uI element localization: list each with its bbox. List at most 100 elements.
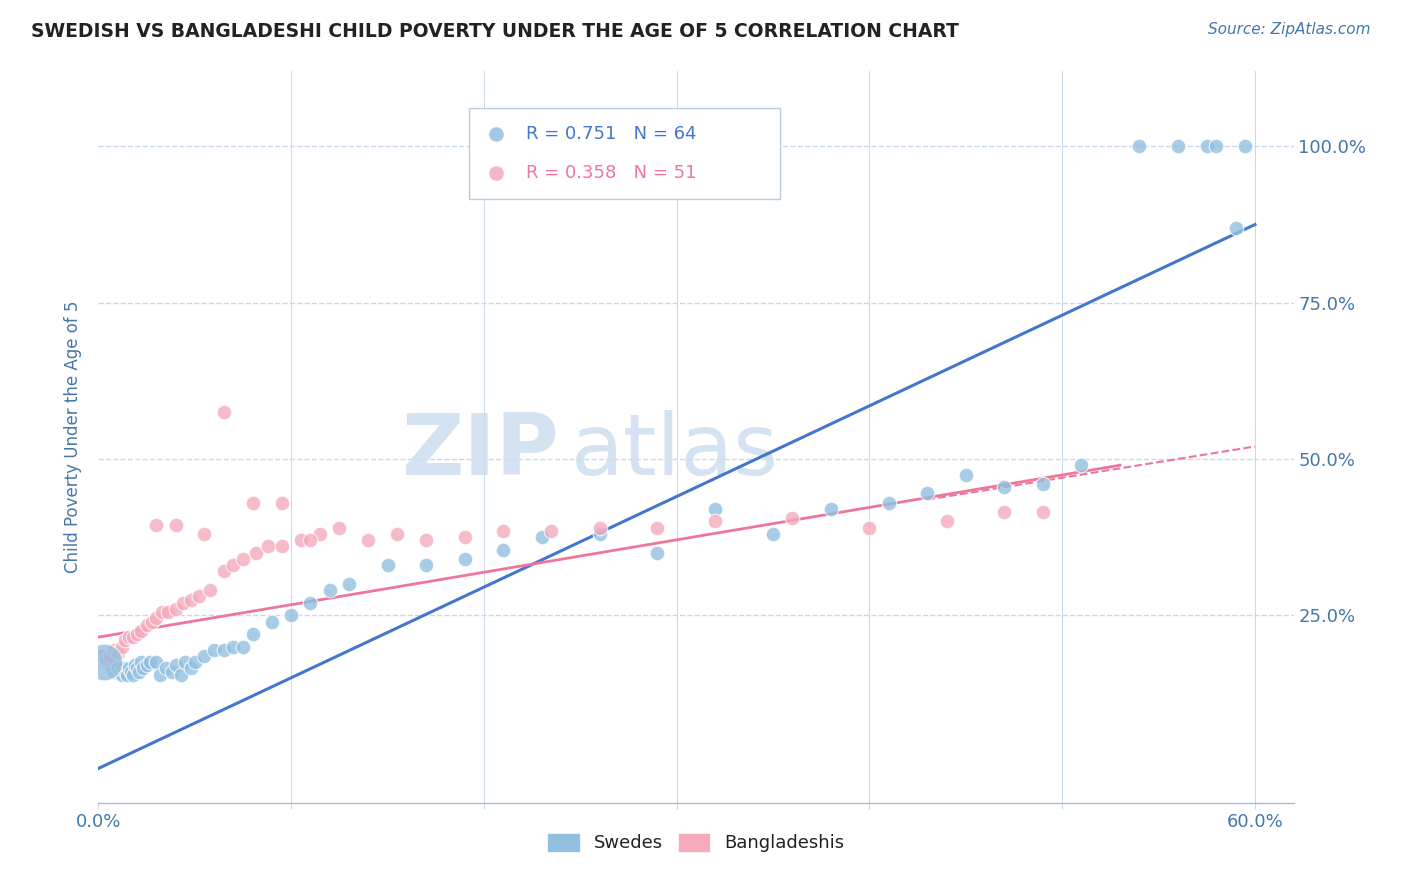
Text: Source: ZipAtlas.com: Source: ZipAtlas.com — [1208, 22, 1371, 37]
Point — [165, 517, 187, 532]
Point — [103, 665, 125, 679]
Point — [260, 615, 283, 629]
Point — [180, 592, 202, 607]
Point — [122, 667, 145, 681]
Point — [104, 658, 127, 673]
Point — [647, 546, 669, 560]
Point — [1234, 139, 1257, 153]
Point — [125, 661, 148, 675]
Point — [309, 527, 332, 541]
Point — [145, 517, 167, 532]
Point — [91, 648, 114, 663]
Text: R = 0.358   N = 51: R = 0.358 N = 51 — [526, 164, 697, 182]
Point — [647, 521, 669, 535]
Point — [270, 540, 292, 554]
Point — [107, 646, 129, 660]
Point — [245, 546, 267, 560]
Point — [299, 596, 322, 610]
Point — [730, 226, 752, 240]
Legend: Swedes, Bangladeshis: Swedes, Bangladeshis — [540, 826, 852, 860]
Point — [762, 527, 785, 541]
Point — [492, 524, 515, 538]
Point — [160, 665, 183, 679]
Point — [128, 665, 150, 679]
Point — [257, 540, 280, 554]
Point — [270, 496, 292, 510]
Point — [108, 665, 131, 679]
Point — [110, 640, 132, 654]
Y-axis label: Child Poverty Under the Age of 5: Child Poverty Under the Age of 5 — [65, 301, 83, 574]
Point — [103, 642, 125, 657]
Point — [1205, 139, 1227, 153]
Point — [129, 624, 152, 638]
Point — [187, 590, 209, 604]
Point — [149, 667, 172, 681]
Point — [299, 533, 322, 548]
Point — [91, 648, 114, 663]
Point — [453, 552, 475, 566]
Point — [415, 558, 437, 573]
Point — [1225, 220, 1247, 235]
Point — [222, 640, 245, 654]
Point — [180, 661, 202, 675]
Point — [114, 665, 136, 679]
Point — [1070, 458, 1092, 473]
Point — [212, 565, 235, 579]
Point — [94, 652, 117, 666]
Point — [453, 530, 475, 544]
Point — [193, 648, 215, 663]
Text: SWEDISH VS BANGLADESHI CHILD POVERTY UNDER THE AGE OF 5 CORRELATION CHART: SWEDISH VS BANGLADESHI CHILD POVERTY UND… — [31, 22, 959, 41]
Point — [118, 630, 141, 644]
Point — [415, 533, 437, 548]
Point — [212, 405, 235, 419]
Point — [98, 648, 121, 663]
Point — [184, 655, 207, 669]
Text: ZIP: ZIP — [401, 410, 558, 493]
Point — [94, 655, 117, 669]
Point — [377, 558, 399, 573]
Point — [117, 667, 139, 681]
Point — [917, 486, 939, 500]
Point — [98, 658, 121, 673]
Point — [132, 661, 155, 675]
Point — [730, 193, 752, 207]
Point — [118, 661, 141, 675]
Point — [588, 521, 610, 535]
Point — [165, 602, 187, 616]
Point — [114, 633, 136, 648]
Point — [328, 521, 350, 535]
Point — [704, 515, 727, 529]
FancyBboxPatch shape — [470, 108, 780, 200]
Point — [110, 667, 132, 681]
Point — [145, 655, 167, 669]
Point — [242, 496, 264, 510]
Point — [112, 661, 135, 675]
Point — [993, 505, 1015, 519]
Point — [200, 583, 222, 598]
Point — [1167, 139, 1189, 153]
Point — [232, 640, 254, 654]
Point — [290, 533, 312, 548]
Point — [1032, 477, 1054, 491]
Point — [120, 665, 142, 679]
Point — [1128, 139, 1150, 153]
Point — [319, 583, 342, 598]
Point — [139, 655, 162, 669]
Point — [877, 496, 900, 510]
Point — [337, 577, 360, 591]
Point — [955, 467, 977, 482]
Point — [170, 667, 193, 681]
Point — [357, 533, 380, 548]
Point — [129, 655, 152, 669]
Point — [993, 480, 1015, 494]
Point — [150, 605, 173, 619]
Point — [222, 558, 245, 573]
Point — [858, 521, 880, 535]
Point — [588, 527, 610, 541]
Text: R = 0.751   N = 64: R = 0.751 N = 64 — [526, 125, 697, 144]
Point — [155, 661, 177, 675]
Point — [280, 608, 302, 623]
Point — [492, 542, 515, 557]
Point — [101, 661, 124, 675]
Point — [135, 658, 157, 673]
